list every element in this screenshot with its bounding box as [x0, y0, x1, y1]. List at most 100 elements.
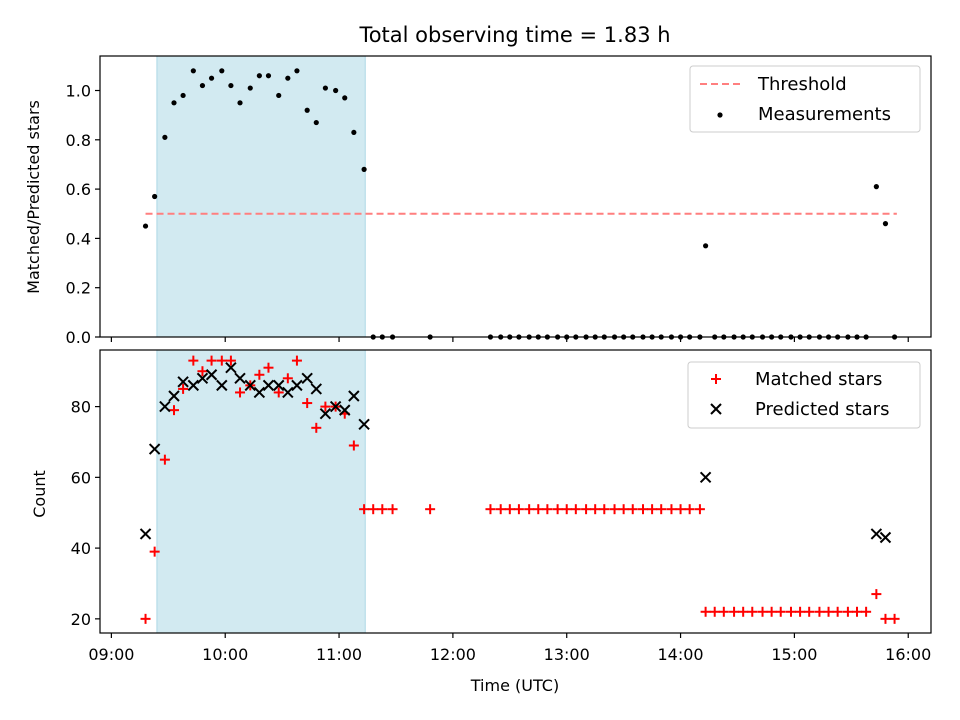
measurement-point — [265, 73, 272, 79]
predicted-star-stroke-b — [348, 390, 360, 402]
predicted-star-stroke-b — [177, 376, 189, 388]
matched-star-point — [852, 606, 863, 617]
matched-star-point — [302, 398, 313, 409]
matched-star-point — [513, 504, 524, 515]
measurement-point — [276, 92, 282, 99]
predicted-star-stroke-b — [234, 372, 246, 385]
matched-star-point — [795, 606, 806, 617]
predicted-star-point — [329, 400, 342, 413]
matched-star-point — [609, 504, 620, 515]
matched-star-point — [533, 504, 544, 515]
matched-star-point — [263, 362, 274, 373]
y-tick-label: 0.6 — [66, 180, 91, 199]
matched-star-point — [656, 504, 667, 515]
predicted-star-stroke-b — [870, 528, 883, 540]
y-tick-label: 20 — [71, 610, 91, 629]
measurement-point — [285, 75, 291, 81]
measurement-point — [333, 87, 339, 94]
matched-star-point — [542, 504, 553, 515]
matched-star-point — [368, 504, 379, 515]
matched-star-point — [377, 504, 388, 515]
matched-star-point — [747, 606, 758, 617]
x-tick-label: 16:00 — [885, 645, 931, 664]
y-tick-label: 0.0 — [66, 328, 91, 347]
predicted-star-stroke-b — [319, 407, 332, 420]
predicted-star-stroke-b — [196, 372, 209, 385]
measurement-point — [208, 75, 215, 81]
matched-star-point — [149, 546, 160, 557]
matched-star-point — [804, 606, 815, 617]
y-tick-label: 60 — [71, 468, 91, 487]
matched-star-point — [647, 504, 658, 515]
measurement-point — [199, 82, 206, 89]
matched-star-point — [666, 504, 677, 515]
matched-star-point — [504, 504, 515, 515]
matched-star-point — [581, 504, 592, 515]
matched-star-point — [738, 606, 749, 617]
matched-star-point — [320, 401, 331, 412]
matched-star-point — [348, 440, 359, 451]
measurement-point — [361, 166, 367, 172]
matched-star-point — [216, 355, 227, 366]
measurement-point — [351, 129, 357, 136]
predicted-star-stroke-b — [244, 379, 256, 392]
y-tick-label: 0.4 — [66, 229, 91, 248]
predicted-star-stroke-b — [159, 400, 171, 413]
measurement-point — [180, 92, 186, 99]
measurement-point — [228, 82, 234, 89]
predicted-star-stroke-b — [879, 531, 892, 544]
predicted-star-point — [319, 407, 332, 420]
predicted-star-point — [301, 372, 313, 385]
predicted-star-stroke-b — [282, 386, 294, 399]
top-y-axis-label: Matched/Predicted stars — [24, 100, 43, 294]
predicted-star-stroke-b — [262, 379, 275, 392]
top-axes-frame — [99, 55, 932, 338]
legend-matched-swatch — [711, 374, 721, 384]
predicted-star-point — [168, 390, 180, 402]
legend-matched-label: Matched stars — [755, 369, 882, 390]
predicted-star-point — [348, 390, 360, 402]
matched-star-point — [291, 355, 302, 366]
measurement-point — [342, 95, 348, 101]
chart-title: Total observing time = 1.83 h — [358, 23, 670, 47]
predicted-star-stroke-b — [225, 361, 237, 374]
measurement-point — [247, 85, 253, 91]
matched-star-point — [889, 613, 900, 624]
matched-star-point — [842, 606, 853, 617]
predicted-star-point — [205, 369, 218, 381]
matched-star-point — [188, 355, 199, 366]
bottom-panel: 20 40 60 80 09:00 10:00 11:00 12:00 13:00 14:00 1… — [30, 349, 932, 695]
matched-star-point — [814, 606, 825, 617]
matched-star-point — [485, 504, 496, 515]
predicted-star-point — [291, 379, 303, 392]
measurement-point — [142, 223, 149, 229]
matched-star-point — [206, 355, 217, 366]
predicted-star-point — [358, 418, 370, 430]
matched-star-point — [282, 373, 293, 384]
matched-star-point — [168, 405, 179, 416]
matched-star-point — [729, 606, 740, 617]
predicted-star-point — [225, 361, 237, 374]
predicted-star-stroke-b — [205, 369, 218, 381]
predicted-star-point — [273, 379, 285, 392]
matched-star-point — [871, 589, 882, 600]
matched-star-point — [861, 606, 872, 617]
predicted-star-point — [196, 372, 209, 385]
measurement-point — [171, 100, 177, 106]
predicted-star-stroke-b — [358, 418, 370, 430]
predicted-star-point — [159, 400, 171, 413]
matched-star-point — [140, 613, 151, 624]
measurement-point — [152, 193, 158, 200]
measurement-point — [703, 243, 709, 249]
bottom-legend: Matched stars Predicted stars — [687, 361, 921, 429]
measurement-point — [190, 68, 196, 74]
matched-star-point — [637, 504, 648, 515]
matched-star-point — [832, 606, 843, 617]
matched-star-point — [880, 613, 891, 624]
matched-star-point — [359, 504, 370, 515]
matched-star-point — [159, 454, 170, 465]
matched-star-point — [197, 366, 208, 377]
legend-measurements-label: Measurements — [758, 104, 891, 125]
predicted-star-point — [262, 379, 275, 392]
